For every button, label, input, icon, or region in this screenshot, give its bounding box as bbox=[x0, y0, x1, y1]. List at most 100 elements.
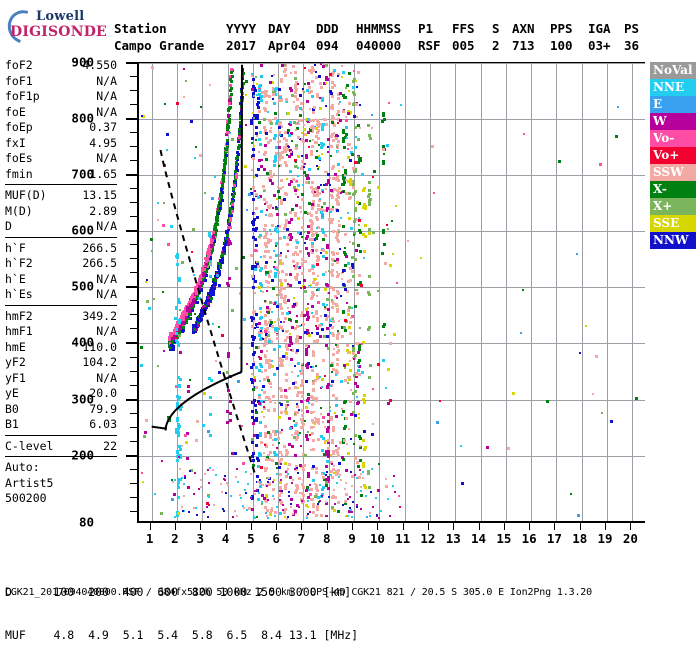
echo-point bbox=[295, 127, 299, 131]
echo-point bbox=[366, 124, 370, 128]
echo-point bbox=[174, 316, 178, 320]
echo-point bbox=[222, 178, 226, 182]
echo-point bbox=[546, 399, 550, 403]
header-col-label: HHMMSS bbox=[356, 21, 402, 36]
echo-point bbox=[228, 214, 232, 218]
ionogram-plot[interactable] bbox=[137, 62, 645, 523]
echo-point bbox=[262, 126, 266, 130]
echo-point bbox=[290, 445, 294, 449]
param-row: yE 20.0 bbox=[5, 386, 117, 402]
echo-point bbox=[163, 102, 166, 105]
echo-point bbox=[295, 324, 299, 328]
echo-point bbox=[190, 306, 194, 310]
echo-point bbox=[264, 339, 268, 343]
echo-point bbox=[226, 243, 230, 247]
echo-point bbox=[139, 363, 143, 367]
echo-point bbox=[314, 76, 318, 80]
param-value: 79.9 bbox=[89, 401, 117, 416]
legend-item-e[interactable]: E bbox=[650, 96, 696, 113]
echo-point bbox=[251, 341, 255, 345]
echo-point bbox=[315, 483, 319, 487]
echo-point bbox=[316, 319, 320, 323]
param-key: hmF2 bbox=[5, 308, 33, 323]
echo-point bbox=[206, 429, 210, 433]
legend-item-vo-[interactable]: Vo- bbox=[650, 130, 696, 147]
y-tick-label: 500 bbox=[71, 278, 94, 294]
echo-point bbox=[320, 495, 324, 499]
echo-point bbox=[357, 359, 361, 363]
echo-point bbox=[206, 257, 210, 261]
echo-point bbox=[176, 256, 180, 260]
gridline-vertical bbox=[253, 63, 254, 521]
echo-point bbox=[230, 207, 234, 211]
echo-point bbox=[304, 350, 308, 354]
echo-point bbox=[371, 231, 375, 235]
echo-point bbox=[358, 156, 362, 160]
legend-item-w[interactable]: W bbox=[650, 113, 696, 130]
param-value: N/A bbox=[96, 73, 117, 88]
echo-point bbox=[258, 130, 262, 134]
gridline-vertical bbox=[354, 63, 355, 521]
echo-point bbox=[269, 203, 273, 207]
echo-point bbox=[331, 319, 335, 323]
echo-point bbox=[278, 259, 282, 263]
echo-point bbox=[383, 117, 387, 121]
legend-item-sse[interactable]: SSE bbox=[650, 215, 696, 232]
echo-point bbox=[353, 433, 357, 437]
echo-point bbox=[274, 453, 278, 457]
echo-point bbox=[177, 384, 181, 388]
echo-point bbox=[263, 442, 267, 446]
echo-point bbox=[356, 160, 360, 164]
legend-item-nnw[interactable]: NNW bbox=[650, 232, 696, 249]
echo-point bbox=[237, 143, 241, 147]
echo-point bbox=[228, 399, 232, 403]
y-tick bbox=[130, 511, 137, 512]
echo-point bbox=[238, 116, 242, 120]
header-col-label: DDD bbox=[316, 21, 339, 36]
echo-point bbox=[284, 131, 288, 135]
polarization-legend[interactable]: NoVal NNE E W Vo- Vo+ SSW X- X+ SSE NNW bbox=[650, 62, 696, 249]
legend-item-x-[interactable]: X- bbox=[650, 181, 696, 198]
legend-item-noval[interactable]: NoVal bbox=[650, 62, 696, 79]
legend-item-x-[interactable]: X+ bbox=[650, 198, 696, 215]
echo-point bbox=[330, 415, 334, 419]
param-value: 2.89 bbox=[89, 203, 117, 218]
echo-point bbox=[268, 308, 272, 312]
echo-point bbox=[387, 368, 391, 371]
echo-point bbox=[460, 481, 464, 485]
echo-point bbox=[177, 427, 181, 431]
echo-point bbox=[324, 375, 327, 378]
station-header: Station YYYY DAY DDD HHMMSS P1 FFS S AXN PPS IGA PS… bbox=[114, 21, 650, 55]
legend-item-ssw[interactable]: SSW bbox=[650, 164, 696, 181]
echo-point bbox=[251, 380, 255, 384]
echo-point bbox=[259, 74, 263, 78]
echo-point bbox=[216, 212, 220, 216]
x-tick-label: 2 bbox=[171, 531, 179, 546]
echo-point bbox=[259, 357, 263, 361]
echo-point bbox=[225, 144, 229, 148]
echo-point bbox=[386, 144, 390, 148]
echo-point bbox=[275, 86, 279, 90]
echo-point bbox=[368, 325, 372, 329]
echo-point bbox=[295, 405, 299, 409]
echo-point bbox=[310, 230, 314, 234]
echo-point bbox=[251, 197, 255, 201]
echo-point bbox=[381, 112, 385, 116]
legend-item-vo-[interactable]: Vo+ bbox=[650, 147, 696, 164]
echo-point bbox=[202, 272, 206, 276]
echo-point bbox=[289, 341, 293, 345]
echo-point bbox=[310, 224, 314, 228]
echo-point bbox=[331, 468, 335, 472]
echo-point bbox=[274, 429, 278, 433]
echo-point bbox=[263, 378, 267, 381]
echo-point bbox=[198, 285, 202, 289]
echo-point bbox=[176, 486, 180, 490]
echo-point bbox=[254, 248, 258, 252]
echo-point bbox=[371, 388, 374, 391]
echo-point bbox=[357, 283, 361, 287]
echo-point bbox=[268, 275, 272, 279]
x-tick bbox=[529, 523, 530, 530]
echo-point bbox=[300, 264, 304, 268]
echo-point bbox=[182, 329, 186, 333]
legend-item-nne[interactable]: NNE bbox=[650, 79, 696, 96]
